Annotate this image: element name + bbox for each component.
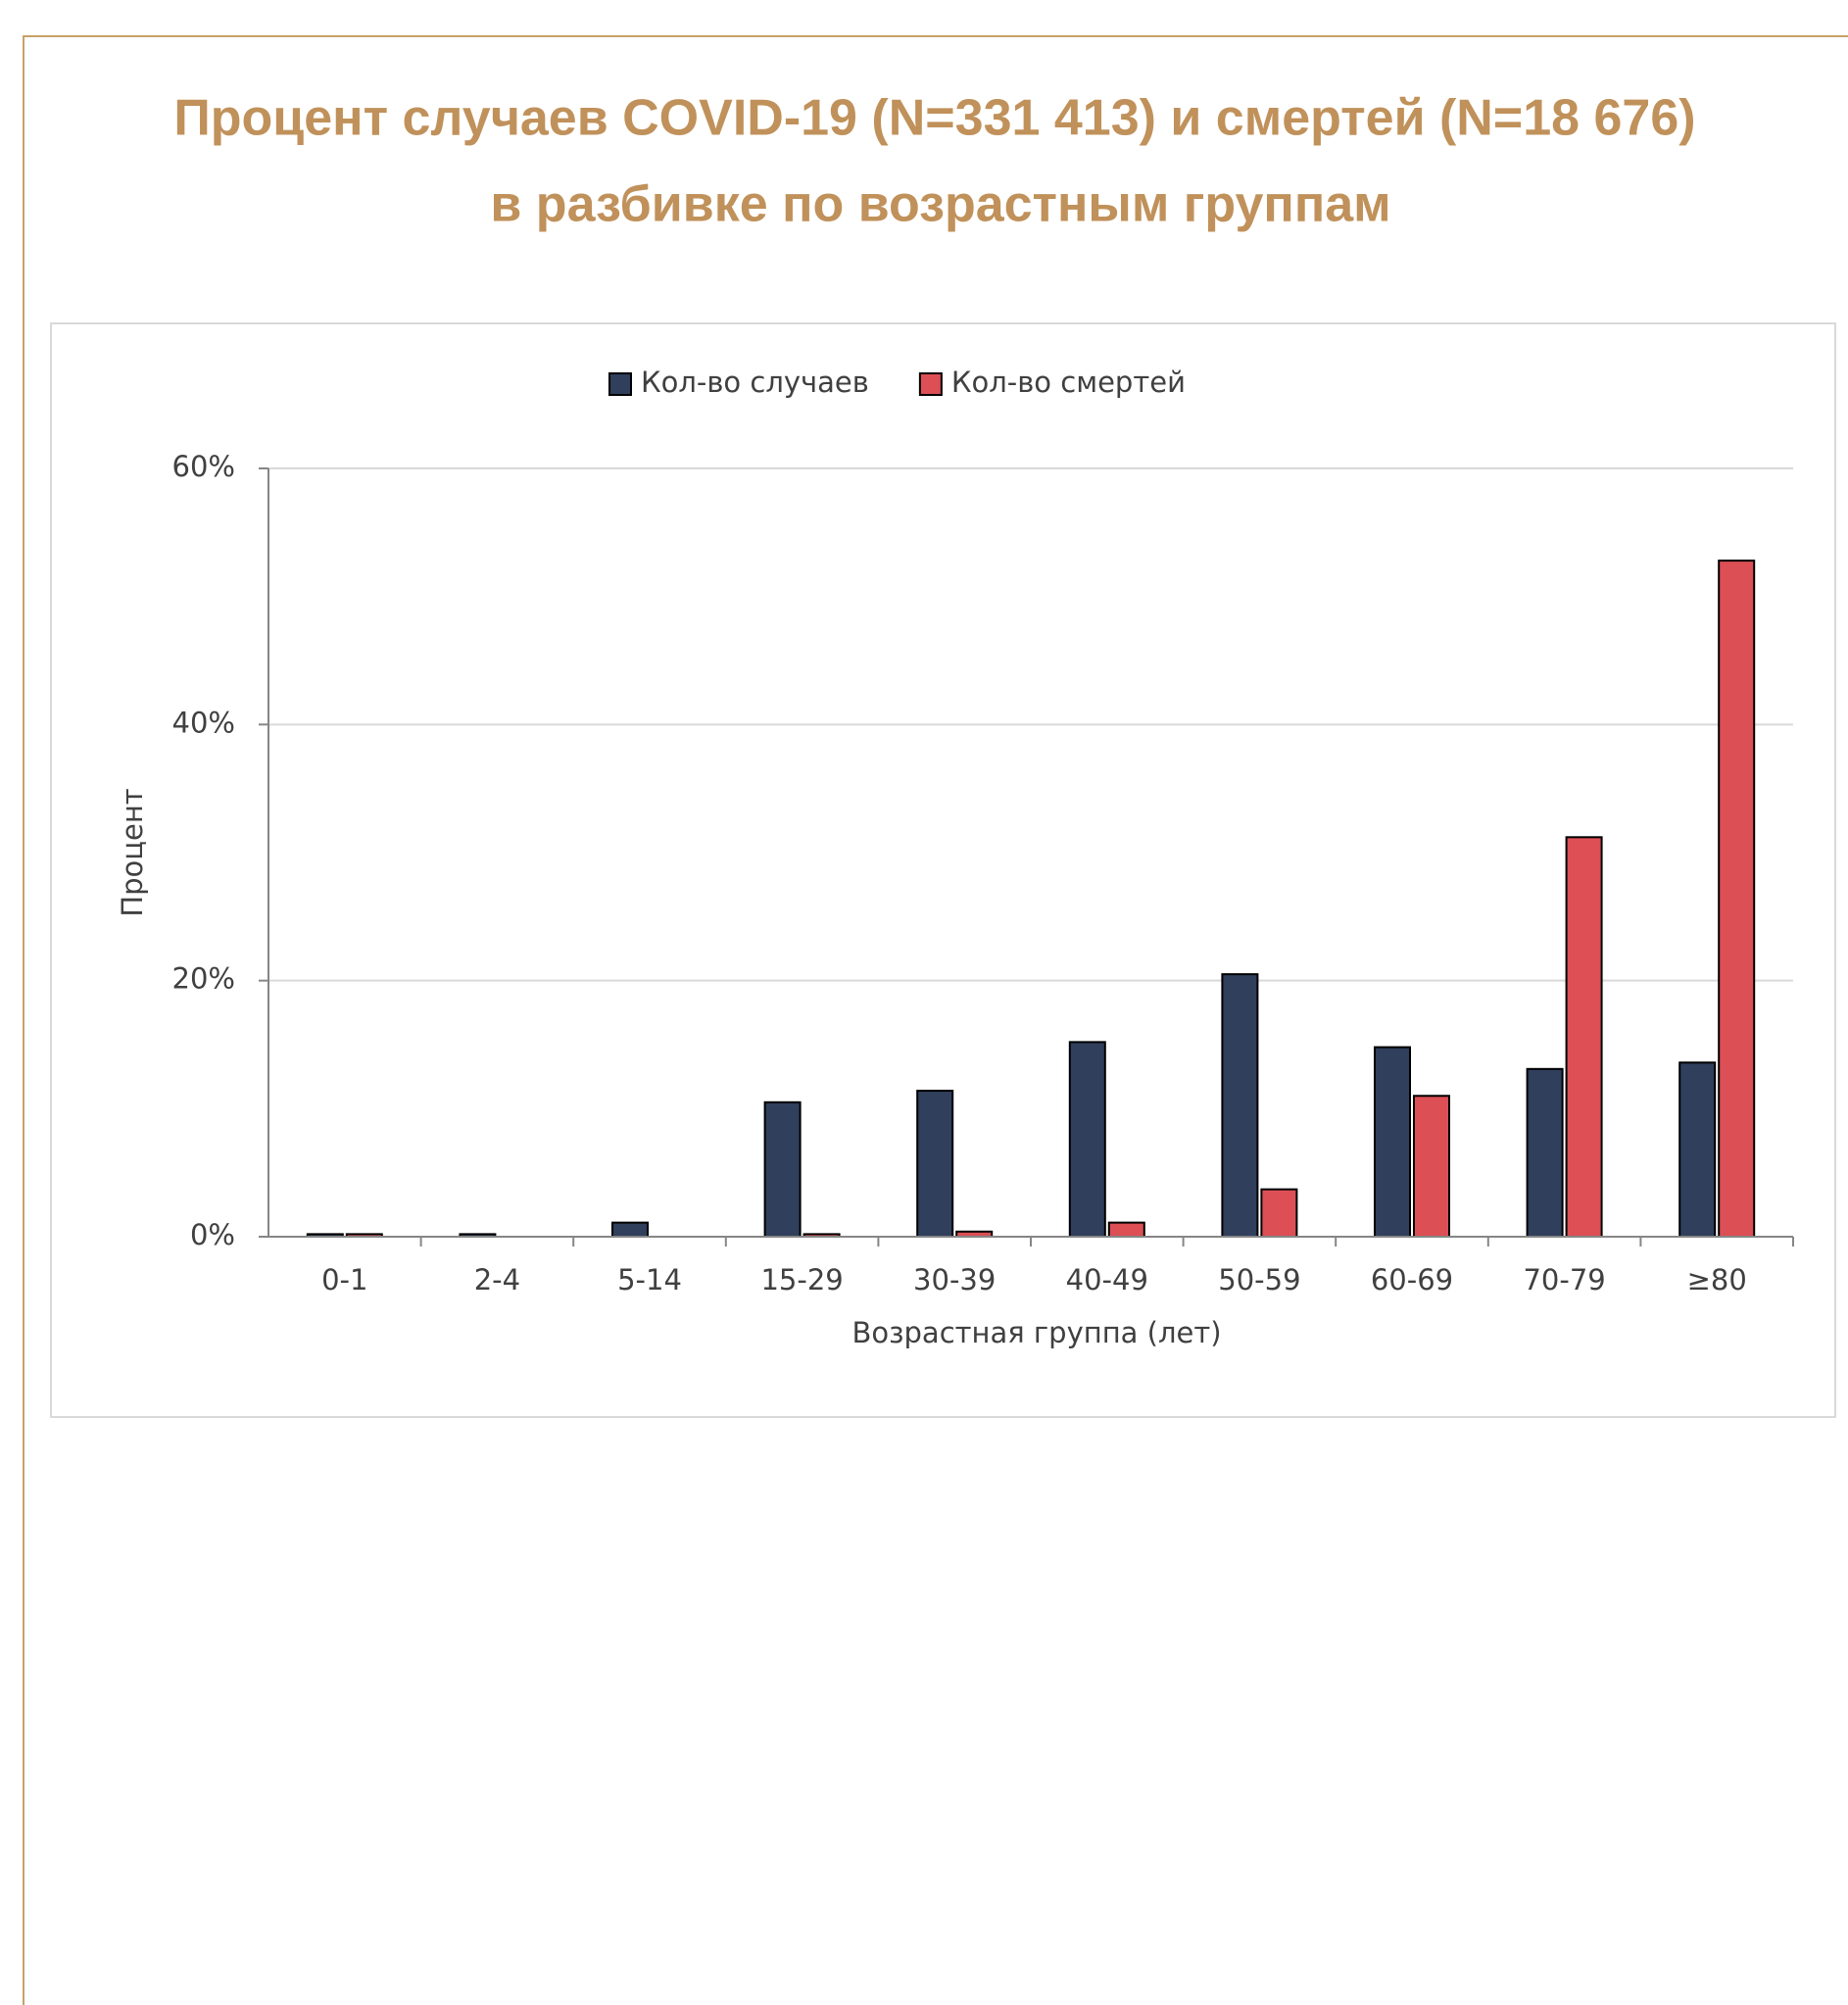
bar	[1718, 560, 1756, 1238]
legend-swatch	[918, 372, 943, 396]
bar	[1678, 1061, 1717, 1238]
bar	[1260, 1188, 1298, 1238]
x-axis-title: Возрастная группа (лет)	[851, 1316, 1221, 1349]
bar	[916, 1090, 954, 1239]
y-tick-label: 40%	[172, 706, 235, 739]
x-tick-label: 30-39	[913, 1263, 996, 1296]
chart-title: Процент случаев COVID-19 (N=331 413) и с…	[173, 90, 1695, 147]
x-tick-label: 5-14	[617, 1263, 682, 1296]
x-tick-label: 15-29	[760, 1263, 843, 1296]
x-tick-label: 2-4	[474, 1263, 520, 1296]
bar	[763, 1100, 802, 1239]
chart-subtitle: в разбивке по возрастным группам	[490, 176, 1390, 233]
bar	[1068, 1041, 1106, 1239]
y-tick-label: 60%	[172, 450, 235, 483]
bar	[1413, 1095, 1450, 1239]
bar	[1107, 1221, 1145, 1239]
y-axis-title: Процент	[116, 788, 149, 916]
bar	[611, 1221, 649, 1239]
x-tick-label: 0-1	[321, 1263, 367, 1296]
y-tick-label: 20%	[172, 962, 235, 996]
bar	[1565, 836, 1603, 1238]
bar	[1526, 1067, 1564, 1238]
x-tick-label: 60-69	[1371, 1263, 1453, 1296]
legend-label: Кол-во случаев	[641, 366, 869, 399]
x-tick-label: 70-79	[1523, 1263, 1605, 1296]
legend-label: Кол-во смертей	[951, 366, 1186, 399]
x-tick-label: 40-49	[1066, 1263, 1148, 1296]
legend-swatch	[608, 372, 632, 396]
bar	[1374, 1046, 1411, 1238]
x-tick-label: 50-59	[1218, 1263, 1300, 1296]
bar	[1221, 973, 1259, 1239]
x-tick-label: ≥80	[1687, 1263, 1747, 1296]
y-tick-label: 0%	[190, 1218, 235, 1251]
